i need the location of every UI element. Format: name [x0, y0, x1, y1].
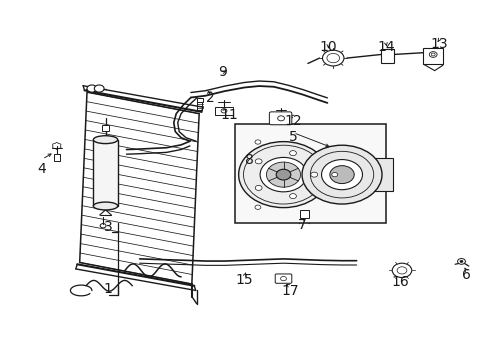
Circle shape: [289, 150, 296, 156]
Text: 8: 8: [244, 153, 253, 167]
Circle shape: [254, 140, 260, 144]
Bar: [93, 140, 118, 206]
Bar: [423, 48, 442, 64]
Bar: [234, 125, 385, 223]
Circle shape: [255, 159, 262, 164]
Circle shape: [322, 50, 343, 66]
Text: 16: 16: [391, 275, 408, 289]
Circle shape: [331, 172, 337, 177]
Text: 7: 7: [297, 218, 306, 232]
Circle shape: [276, 169, 290, 180]
FancyBboxPatch shape: [269, 112, 291, 125]
Text: 2: 2: [205, 90, 214, 104]
Text: 3: 3: [103, 220, 112, 234]
Text: 9: 9: [218, 66, 226, 80]
Circle shape: [391, 263, 411, 278]
Text: 10: 10: [319, 40, 337, 54]
Circle shape: [457, 258, 465, 264]
Circle shape: [254, 205, 260, 210]
Bar: [215, 107, 232, 115]
Text: 4: 4: [38, 162, 46, 176]
Ellipse shape: [93, 136, 118, 144]
Circle shape: [277, 116, 284, 121]
Text: 14: 14: [376, 40, 394, 54]
Circle shape: [94, 85, 104, 92]
Circle shape: [428, 51, 436, 57]
Text: 17: 17: [281, 284, 298, 298]
Text: 12: 12: [284, 114, 302, 128]
Bar: [366, 158, 392, 191]
Ellipse shape: [93, 202, 118, 210]
Bar: [54, 154, 60, 161]
Text: 15: 15: [235, 273, 253, 287]
Bar: [380, 49, 393, 63]
Bar: [196, 98, 202, 102]
Circle shape: [430, 53, 434, 56]
FancyBboxPatch shape: [275, 274, 291, 283]
Circle shape: [255, 185, 262, 190]
Circle shape: [238, 141, 328, 208]
Circle shape: [280, 276, 286, 281]
Circle shape: [260, 157, 306, 192]
Circle shape: [289, 194, 296, 199]
Circle shape: [100, 224, 106, 228]
Bar: [299, 211, 309, 219]
Circle shape: [326, 53, 339, 63]
Text: 6: 6: [461, 268, 470, 282]
Text: 11: 11: [220, 108, 237, 122]
Circle shape: [221, 109, 226, 113]
Circle shape: [310, 172, 317, 177]
Text: 1: 1: [103, 282, 112, 296]
Text: 5: 5: [288, 130, 297, 144]
Text: 13: 13: [430, 37, 447, 51]
Circle shape: [459, 260, 462, 262]
Circle shape: [302, 145, 381, 204]
Circle shape: [87, 85, 97, 92]
Circle shape: [396, 267, 406, 274]
Bar: [102, 125, 109, 131]
Circle shape: [266, 162, 300, 187]
Circle shape: [329, 166, 353, 184]
Circle shape: [321, 159, 362, 190]
